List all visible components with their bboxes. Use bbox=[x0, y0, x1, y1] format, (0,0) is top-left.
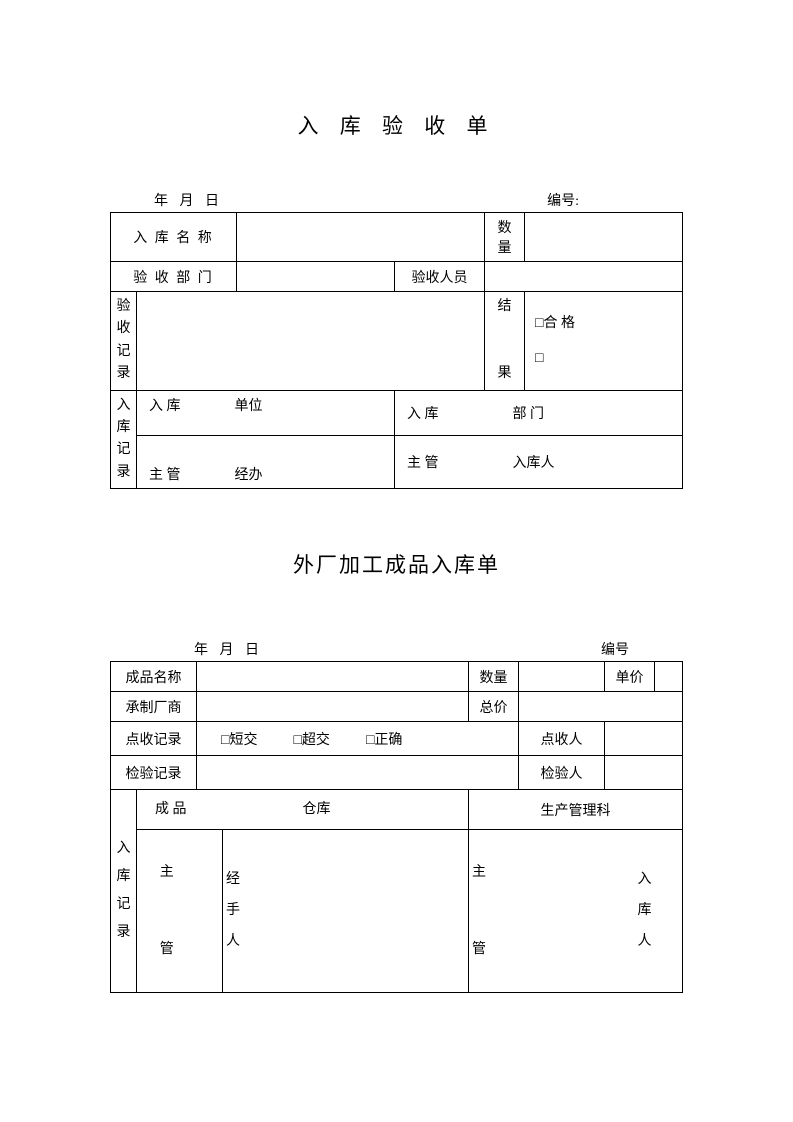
f1-person-label: 验收人员 bbox=[395, 263, 484, 291]
check-blank[interactable]: □ bbox=[535, 341, 672, 376]
f2-qty-value[interactable] bbox=[519, 673, 604, 681]
f2-sig-a: 主管 bbox=[137, 830, 197, 992]
f1-unit-left: 入 库 单位 bbox=[137, 391, 394, 436]
f2-qty-label: 数量 bbox=[469, 663, 518, 691]
f2-maker-label: 承制厂商 bbox=[111, 692, 196, 721]
form2-number-label: 编号 bbox=[601, 639, 629, 659]
f1-inspect-value[interactable] bbox=[137, 337, 484, 345]
f1-vcol-inspect: 验收记录 bbox=[111, 292, 136, 390]
f1-qty-label: 数量 bbox=[485, 213, 524, 261]
f2-name-value[interactable] bbox=[197, 673, 468, 681]
f2-sig-c: 主管 bbox=[469, 830, 489, 992]
f1-qty-value[interactable] bbox=[525, 233, 682, 241]
f1-sig-left: 主 管 经办 bbox=[137, 436, 394, 488]
f2-recperson-label: 点收人 bbox=[519, 725, 604, 753]
form1-table: 入 库 名 称 数量 验 收 部 门 验收人员 验收记录 结果 □合 格 □ bbox=[110, 212, 683, 489]
f1-vcol-stock: 入库记录 bbox=[111, 391, 136, 489]
f1-unit-right: 入 库 部 门 bbox=[395, 399, 682, 427]
f2-total-label: 总价 bbox=[469, 693, 518, 721]
form2-title: 外厂加工成品入库单 bbox=[110, 549, 683, 579]
f2-hdr-right: 生产管理科 bbox=[469, 796, 682, 824]
f1-sig-right: 主 管 入库人 bbox=[395, 448, 682, 476]
form2-table: 成品名称 数量 单价 承制厂商 总价 点收记录 □短交 □超交 □正确 点 bbox=[110, 661, 683, 993]
opt-over[interactable]: □超交 bbox=[293, 729, 329, 749]
page: 入 库 验 收 单 年 月 日 编号: 入 库 名 称 数量 验 收 部 门 验… bbox=[0, 0, 793, 993]
f2-maker-value[interactable] bbox=[197, 703, 468, 711]
form1-meta: 年 月 日 编号: bbox=[110, 190, 683, 210]
f2-price-value[interactable] bbox=[655, 673, 682, 681]
f2-inspperson-value[interactable] bbox=[605, 769, 682, 777]
f1-name-value[interactable] bbox=[237, 233, 484, 241]
f2-sig-a-value[interactable] bbox=[197, 907, 223, 915]
opt-correct[interactable]: □正确 bbox=[366, 729, 402, 749]
f2-sig-d-value[interactable] bbox=[655, 907, 683, 915]
f1-result-label: 结果 bbox=[485, 292, 524, 390]
f2-hdr-left: 成 品 仓库 bbox=[137, 790, 468, 829]
f2-sig-b-value[interactable] bbox=[379, 907, 469, 915]
form2-meta: 年 月 日 编号 bbox=[110, 639, 683, 659]
f1-name-label: 入 库 名 称 bbox=[111, 213, 236, 261]
check-pass[interactable]: □合 格 bbox=[535, 306, 672, 341]
f2-insp-value[interactable] bbox=[197, 769, 518, 777]
f2-price-label: 单价 bbox=[605, 663, 654, 691]
f2-insp-label: 检验记录 bbox=[111, 756, 196, 789]
opt-short[interactable]: □短交 bbox=[221, 729, 257, 749]
f2-recrecord-options[interactable]: □短交 □超交 □正确 bbox=[197, 725, 518, 753]
f1-person-value[interactable] bbox=[485, 273, 682, 281]
f1-result-checks[interactable]: □合 格 □ bbox=[525, 298, 682, 384]
f2-sig-b: 经手人 bbox=[223, 861, 243, 961]
f1-dept-label: 验 收 部 门 bbox=[111, 262, 236, 291]
f2-recrecord-label: 点收记录 bbox=[111, 722, 196, 755]
f2-inspperson-label: 检验人 bbox=[519, 759, 604, 787]
form1-title: 入 库 验 收 单 bbox=[110, 110, 683, 140]
form1-date-label: 年 月 日 bbox=[154, 190, 223, 210]
f2-recperson-value[interactable] bbox=[605, 735, 682, 743]
f2-sig-d: 入库人 bbox=[635, 861, 655, 961]
form2-date-label: 年 月 日 bbox=[194, 639, 263, 659]
form1-number-label: 编号: bbox=[547, 190, 579, 210]
f2-vcol-stock: 入库记录 bbox=[111, 831, 136, 951]
f2-total-value[interactable] bbox=[519, 703, 682, 711]
f2-name-label: 成品名称 bbox=[111, 662, 196, 691]
f1-dept-value[interactable] bbox=[237, 273, 394, 281]
